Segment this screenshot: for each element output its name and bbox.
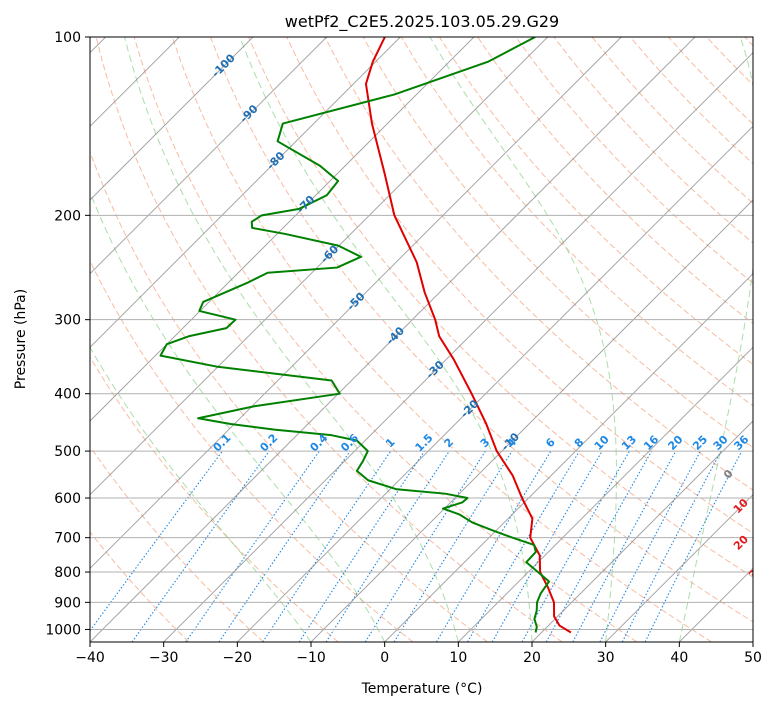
y-tick-label: 200 <box>54 208 81 224</box>
profiles <box>161 37 571 633</box>
theta-e-label: 0 <box>721 467 736 482</box>
moist-adiabat <box>679 37 760 642</box>
isotherm <box>0 37 253 642</box>
isotherm <box>237 37 775 642</box>
y-tick-label: 400 <box>54 387 81 403</box>
dry-adiabat <box>0 37 264 642</box>
mixing-ratio-line <box>573 451 676 642</box>
x-tick-label: −20 <box>223 650 253 666</box>
dry-adiabat <box>668 37 775 642</box>
dry-adiabat <box>0 37 338 642</box>
mixing-ratio-label: 36 <box>731 433 751 453</box>
theta-e-label: 30 <box>746 561 766 581</box>
y-tick-label: 1000 <box>45 622 81 638</box>
y-axis-label: Pressure (hPa) <box>13 289 29 389</box>
x-tick-label: −30 <box>149 650 179 666</box>
isotherm <box>679 37 775 642</box>
mixing-ratio-label: 30 <box>711 433 731 453</box>
isotherm <box>0 37 327 642</box>
mixing-ratio-line <box>132 451 269 642</box>
isotherm <box>16 37 621 642</box>
y-tick-label: 100 <box>54 30 81 46</box>
chart-title: wetPf2_C2E5.2025.103.05.29.G29 <box>285 12 559 32</box>
dry-adiabat <box>745 37 775 642</box>
y-tick-label: 900 <box>54 595 81 611</box>
dry-adiabat <box>592 37 775 642</box>
profile-series-2 <box>161 37 550 633</box>
mixing-ratio-label: 6 <box>543 435 558 450</box>
mixing-ratio-line <box>546 451 651 642</box>
y-tick-label: 300 <box>54 313 81 329</box>
x-tick-label: 40 <box>670 650 688 666</box>
plot-frame <box>90 37 753 642</box>
x-tick-label: −10 <box>296 650 326 666</box>
mixing-ratio-line <box>522 451 629 642</box>
mixing-ratio-label: 8 <box>572 436 587 451</box>
mixing-ratio-line <box>394 451 512 642</box>
pressure-grid <box>90 37 753 629</box>
isotherm <box>458 37 775 642</box>
isotherm <box>606 37 775 642</box>
mixing-ratio-lines <box>82 451 742 642</box>
mixing-ratio-line <box>263 451 391 642</box>
isotherm <box>311 37 775 642</box>
mixing-ratio-line <box>468 451 580 642</box>
mixing-ratio-label: 20 <box>665 433 685 453</box>
x-tick-label: 20 <box>523 650 541 666</box>
y-tick-label: 700 <box>54 531 81 547</box>
mixing-ratio-label: 25 <box>690 433 710 453</box>
moist-adiabat <box>0 37 311 642</box>
x-tick-label: 10 <box>449 650 467 666</box>
x-axis-label: Temperature (°C) <box>361 681 483 697</box>
mixing-ratio-line <box>326 451 449 642</box>
isotherm <box>164 37 769 642</box>
mixing-ratio-line <box>299 451 424 642</box>
y-tick-label: 600 <box>54 491 81 507</box>
x-tick-label: −40 <box>75 650 105 666</box>
y-tick-label: 500 <box>54 444 81 460</box>
y-axis-ticks: 100 200 300 400 500 600 700 800 900 1000 <box>45 30 90 638</box>
isotherm <box>0 37 474 642</box>
mixing-ratio-line <box>82 451 223 642</box>
dry-adiabat <box>20 37 413 642</box>
moist-adiabat <box>125 37 459 642</box>
x-tick-label: 0 <box>380 650 389 666</box>
dry-adiabat <box>211 37 775 642</box>
mixing-ratio-line <box>600 451 701 642</box>
x-tick-label: 50 <box>744 650 762 666</box>
isotherm <box>753 37 775 642</box>
mixing-ratio-label: 2 <box>442 436 457 451</box>
x-tick-label: 30 <box>597 650 615 666</box>
mixing-ratio-label: 1 <box>383 436 398 451</box>
isotherm <box>0 37 400 642</box>
isotherm-labels: -100-90-80-70-60-50-40-30-20-10 <box>209 51 522 453</box>
theta-e-label: 20 <box>731 533 751 553</box>
x-axis-ticks: −40 −30 −20 −10 0 10 20 30 40 50 <box>75 642 762 666</box>
mixing-ratio-label: 16 <box>641 433 661 453</box>
mixing-ratio-label: 10 <box>592 433 612 453</box>
theta-e-label: 40 <box>766 586 775 606</box>
y-tick-label: 800 <box>54 565 81 581</box>
